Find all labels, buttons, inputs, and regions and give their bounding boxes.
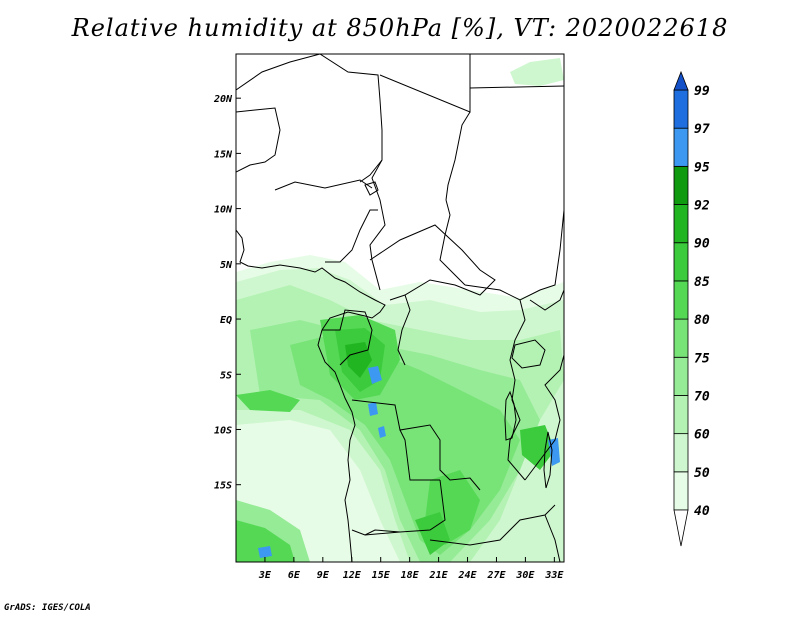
humidity-band-lower-left-inner xyxy=(236,520,295,562)
map-title: Relative humidity at 850hPa [%], VT: 202… xyxy=(71,14,729,42)
x-tick-label: 15E xyxy=(372,570,391,581)
y-tick-label: 20N xyxy=(213,94,233,105)
lake-victoria xyxy=(511,339,546,369)
y-tick-label: 10S xyxy=(214,425,232,436)
border-angola-drc xyxy=(351,399,481,491)
border-namibia-angola xyxy=(351,529,401,536)
border-tanzania xyxy=(524,354,564,481)
colorbar-box xyxy=(673,127,689,167)
humidity-band-top-right xyxy=(510,58,564,86)
colorbar-label: 70 xyxy=(694,389,710,404)
x-tick-label: 30E xyxy=(515,570,535,581)
colorbar-label: 40 xyxy=(694,504,710,519)
colorbar-box xyxy=(673,356,689,396)
border-gabon-congo xyxy=(322,309,373,366)
map-plot-area xyxy=(236,54,564,562)
map-frame xyxy=(235,53,565,563)
colorbar-label: 95 xyxy=(694,160,710,175)
y-tick-label: 10N xyxy=(214,205,233,216)
x-tick-label: 6E xyxy=(288,570,301,581)
colorbar-high-triangle xyxy=(673,70,689,91)
lake-chad xyxy=(364,181,379,196)
colorbar-box xyxy=(673,395,689,435)
colorbar-label: 75 xyxy=(694,351,710,366)
x-tick-label: 18E xyxy=(401,570,420,581)
border-zambia-south xyxy=(429,504,556,546)
y-tick-label: 5S xyxy=(220,370,232,381)
border-angola-zambia xyxy=(399,429,440,481)
border-drc-north xyxy=(397,294,411,366)
humidity-band-97-a xyxy=(368,366,382,384)
colorbar-box xyxy=(673,242,689,282)
colorbar-box xyxy=(673,280,689,320)
border-niger-chad xyxy=(369,159,386,291)
border-drc-east xyxy=(507,299,526,481)
coastline-west-africa xyxy=(236,229,386,562)
border-mozambique xyxy=(544,514,561,562)
east-border xyxy=(529,289,564,311)
colorbar-label: 50 xyxy=(694,466,710,481)
x-tick-label: 33E xyxy=(544,570,564,581)
x-tick-label: 21E xyxy=(429,570,449,581)
colorbar-label: 60 xyxy=(694,428,710,443)
colorbar-box xyxy=(673,318,689,358)
border-nigeria-cameroon xyxy=(325,209,378,263)
humidity-field xyxy=(236,58,564,562)
x-tick-label: 3E xyxy=(258,570,272,581)
colorbar-label: 99 xyxy=(694,84,710,99)
border-car xyxy=(369,224,496,301)
colorbar-label: 92 xyxy=(694,199,710,214)
colorbar-label: 97 xyxy=(694,122,710,137)
credit-label: GrADS: IGES/COLA xyxy=(4,603,91,613)
humidity-band-97-b xyxy=(368,402,386,438)
y-tick-label: 15S xyxy=(214,481,232,492)
border-chad-sudan xyxy=(439,199,466,286)
border-zambia xyxy=(364,479,446,536)
humidity-band-97-d xyxy=(258,546,272,558)
lake-tanganyika xyxy=(504,390,517,441)
colorbar: 40 50 60 70 75 80 85 90 92 95 97 99 xyxy=(673,70,710,547)
border-sahel xyxy=(236,107,281,173)
border-south-sudan xyxy=(464,209,564,301)
colorbar-label: 80 xyxy=(694,313,710,328)
lake-malawi xyxy=(543,431,553,489)
colorbar-box xyxy=(673,204,689,244)
x-tick-label: 24E xyxy=(457,570,477,581)
colorbar-box xyxy=(673,471,689,511)
colorbar-label: 90 xyxy=(694,237,710,252)
y-tick-label: 5N xyxy=(220,260,233,271)
colorbar-box xyxy=(673,89,689,129)
x-axis: 3E 6E 9E 12E 15E 18E 21E 24E 27E 30E 33E xyxy=(258,557,564,581)
x-tick-label: 12E xyxy=(343,570,362,581)
colorbar-box xyxy=(673,165,689,205)
border-egypt-sudan xyxy=(445,111,471,201)
border-libya-egypt xyxy=(469,85,564,89)
y-tick-label: 15N xyxy=(214,149,233,160)
y-axis: 20N 15N 10N 5N EQ 5S 10S 15S xyxy=(213,94,241,492)
colorbar-low-triangle xyxy=(673,509,689,547)
colorbar-box xyxy=(673,433,689,473)
x-tick-label: 9E xyxy=(317,570,330,581)
boundaries xyxy=(236,54,564,562)
y-tick-label: EQ xyxy=(220,315,232,326)
x-tick-label: 27E xyxy=(486,570,506,581)
colorbar-label: 85 xyxy=(694,275,710,290)
border-mauritania-mali xyxy=(236,54,321,91)
border-niger-nigeria xyxy=(274,179,373,191)
border-mali-algeria xyxy=(319,54,383,183)
